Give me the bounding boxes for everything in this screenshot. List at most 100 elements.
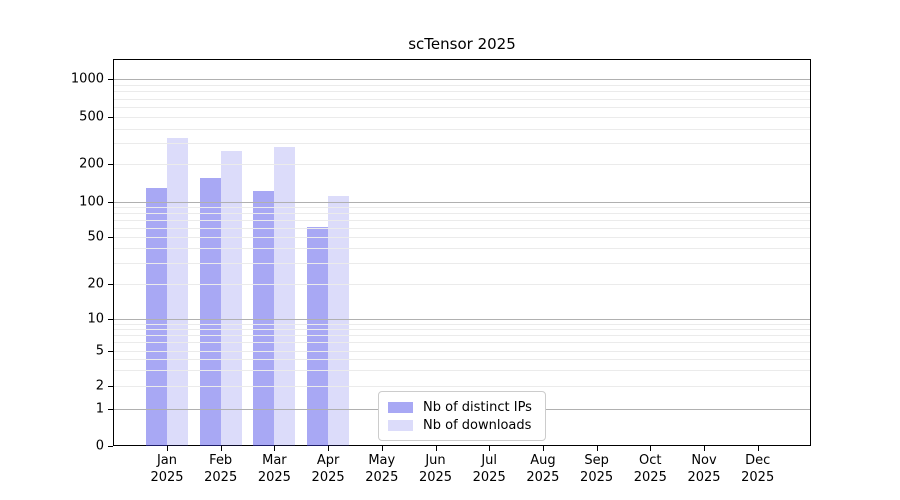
y-gridline-major (114, 319, 810, 321)
y-tick-label: 200 (79, 156, 104, 172)
y-gridline-minor (114, 143, 810, 145)
x-tick-label-month: Feb (209, 453, 233, 468)
x-tick-label: Jan 2025 (135, 452, 199, 486)
y-gridline-minor (114, 98, 810, 100)
x-tick (381, 446, 383, 451)
x-tick-label-year: 2025 (633, 470, 667, 485)
y-gridline-minor (114, 386, 810, 387)
y-tick-label: 500 (79, 109, 104, 125)
bar-distinct-ips (253, 191, 275, 446)
bar-downloads (167, 138, 188, 446)
y-tick (108, 201, 113, 203)
x-tick-label-year: 2025 (311, 470, 345, 485)
y-tick (108, 319, 113, 321)
legend: Nb of distinct IPs Nb of downloads (378, 391, 546, 441)
x-tick-label: May 2025 (350, 452, 414, 486)
y-tick (108, 164, 113, 166)
x-tick-label-month: Mar (262, 453, 287, 468)
y-tick-label: 1000 (70, 71, 104, 87)
y-gridline-minor (114, 107, 810, 108)
x-tick (220, 446, 222, 451)
y-gridline-minor (114, 164, 810, 166)
y-gridline-minor (114, 248, 810, 250)
x-tick-label-year: 2025 (365, 470, 399, 485)
x-tick-label-year: 2025 (257, 470, 291, 485)
x-tick-label-month: Apr (316, 453, 340, 468)
y-gridline-minor (114, 219, 810, 221)
x-tick-label-year: 2025 (526, 470, 560, 485)
x-tick-label-year: 2025 (204, 470, 238, 485)
x-tick-label-year: 2025 (741, 470, 775, 485)
x-tick-label: Mar 2025 (242, 452, 306, 486)
y-tick-label: 0 (95, 438, 104, 453)
y-tick (108, 350, 113, 352)
legend-row-distinct-ips: Nb of distinct IPs (388, 398, 536, 416)
legend-row-downloads: Nb of downloads (388, 416, 536, 434)
y-tick (108, 237, 113, 238)
y-gridline-major (114, 79, 810, 80)
x-tick-label: Jun 2025 (404, 452, 468, 486)
legend-label-distinct-ips: Nb of distinct IPs (423, 399, 532, 415)
y-gridline-minor (114, 324, 810, 325)
x-tick-label-year: 2025 (472, 470, 506, 485)
x-tick-label: Sep 2025 (565, 452, 629, 486)
x-tick (328, 446, 330, 451)
y-tick (108, 284, 113, 285)
y-tick (108, 117, 113, 118)
bar-distinct-ips (307, 226, 329, 446)
y-tick-label: 20 (87, 276, 104, 292)
x-tick (542, 446, 544, 451)
y-gridline-minor (114, 227, 810, 229)
x-tick-label: Feb 2025 (189, 452, 253, 486)
x-tick-label-month: Dec (745, 453, 771, 468)
x-tick-label: Aug 2025 (511, 452, 575, 486)
x-tick-label-month: Oct (639, 453, 662, 468)
x-tick-label-month: Aug (530, 453, 556, 468)
x-tick (167, 446, 168, 451)
y-tick-label: 5 (95, 343, 104, 358)
y-gridline-minor (114, 370, 810, 372)
y-tick-label: 10 (87, 311, 104, 327)
x-tick-label-month: Sep (584, 453, 609, 468)
legend-swatch-distinct-ips (388, 401, 413, 413)
x-tick (650, 446, 652, 451)
y-gridline-minor (114, 84, 810, 86)
y-gridline-minor (114, 213, 810, 215)
x-tick (489, 446, 491, 451)
y-tick (108, 409, 113, 410)
y-tick (108, 79, 113, 80)
x-tick-label-year: 2025 (150, 470, 184, 485)
x-tick (435, 446, 437, 451)
x-tick-label-month: Jan (156, 453, 178, 468)
y-gridline-minor (114, 237, 810, 238)
y-gridline-minor (114, 91, 810, 93)
y-tick-label: 1 (95, 401, 104, 417)
plot-area: Dec 2025 Nov 2025 Oct 2025 Sep 2025 Aug 2025 Jul 20… (71, 59, 811, 485)
y-tick (108, 386, 113, 387)
y-tick (108, 445, 113, 447)
legend-label-downloads: Nb of downloads (423, 417, 532, 433)
y-gridline-minor (114, 342, 810, 344)
bar-downloads (328, 195, 350, 446)
x-tick-label: Oct 2025 (618, 452, 682, 486)
bar-distinct-ips (199, 178, 221, 446)
y-gridline-minor (114, 128, 810, 130)
x-tick-label-month: Jun (425, 453, 446, 468)
x-tick (274, 446, 276, 451)
y-tick-label: 50 (87, 229, 104, 245)
y-gridline-minor (114, 335, 810, 337)
y-gridline-minor (114, 207, 810, 209)
x-tick-label-month: Nov (691, 453, 717, 468)
x-tick-label-year: 2025 (580, 470, 614, 485)
x-tick-label: Nov 2025 (672, 452, 736, 486)
y-gridline-major (114, 201, 810, 203)
chart-title: scTensor 2025 (408, 35, 516, 53)
x-tick-label-year: 2025 (418, 470, 453, 485)
y-gridline-minor (114, 117, 810, 118)
bar-distinct-ips (146, 187, 167, 446)
x-tick-label: Dec 2025 (726, 452, 790, 486)
x-tick-label-month: May (368, 453, 396, 468)
y-tick-label: 2 (95, 378, 104, 394)
x-tick (596, 446, 598, 451)
